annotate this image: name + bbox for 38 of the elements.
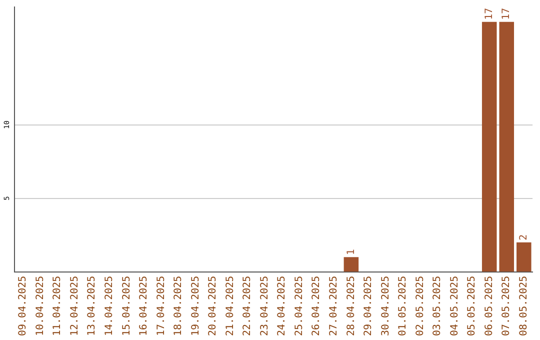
x-tick-label: 27.04.2025	[328, 276, 340, 336]
data-label: 17	[501, 8, 512, 20]
x-tick-label: 05.05.2025	[466, 276, 478, 336]
x-tick-label: 26.04.2025	[311, 276, 322, 336]
bar	[499, 22, 514, 272]
data-label: 17	[484, 8, 495, 20]
x-tick-label: 13.04.2025	[86, 276, 98, 336]
x-tick-label: 22.04.2025	[242, 276, 254, 336]
x-tick-label: 12.04.2025	[69, 276, 80, 336]
x-tick-label: 19.04.2025	[190, 276, 202, 336]
bar	[344, 257, 359, 272]
x-tick-label: 17.04.2025	[156, 276, 167, 336]
x-tick-label: 02.05.2025	[414, 276, 426, 336]
x-tick-label: 16.04.2025	[138, 276, 150, 336]
data-label: 1	[346, 249, 357, 256]
x-tick-label: 28.04.2025	[346, 276, 357, 336]
x-tick-label: 20.04.2025	[208, 276, 219, 336]
x-tick-label: 08.05.2025	[518, 276, 530, 336]
x-tick-label: 06.05.2025	[484, 276, 495, 336]
x-tick-label: 07.05.2025	[501, 276, 512, 336]
x-tick-label: 23.04.2025	[259, 276, 270, 336]
x-tick-label: 14.04.2025	[104, 276, 115, 336]
x-tick-label: 15.04.2025	[121, 276, 132, 336]
x-tick-label: 01.05.2025	[398, 276, 409, 336]
x-tick-label: 29.04.2025	[363, 276, 374, 336]
x-tick-label: 09.04.2025	[18, 276, 29, 336]
x-tick-label: 21.04.2025	[224, 276, 236, 336]
x-tick-label: 11.04.2025	[52, 276, 64, 336]
x-tick-label: 10.04.2025	[34, 276, 46, 336]
x-tick-label: 25.04.2025	[294, 276, 305, 336]
bar	[482, 22, 497, 272]
x-tick-label: 24.04.2025	[276, 276, 288, 336]
x-tick-label: 03.05.2025	[432, 276, 444, 336]
x-tick-label: 04.05.2025	[449, 276, 460, 336]
data-label: 2	[518, 234, 530, 240]
x-tick-label: 18.04.2025	[173, 276, 184, 336]
bar	[516, 242, 532, 272]
x-tick-label: 30.04.2025	[380, 276, 392, 336]
